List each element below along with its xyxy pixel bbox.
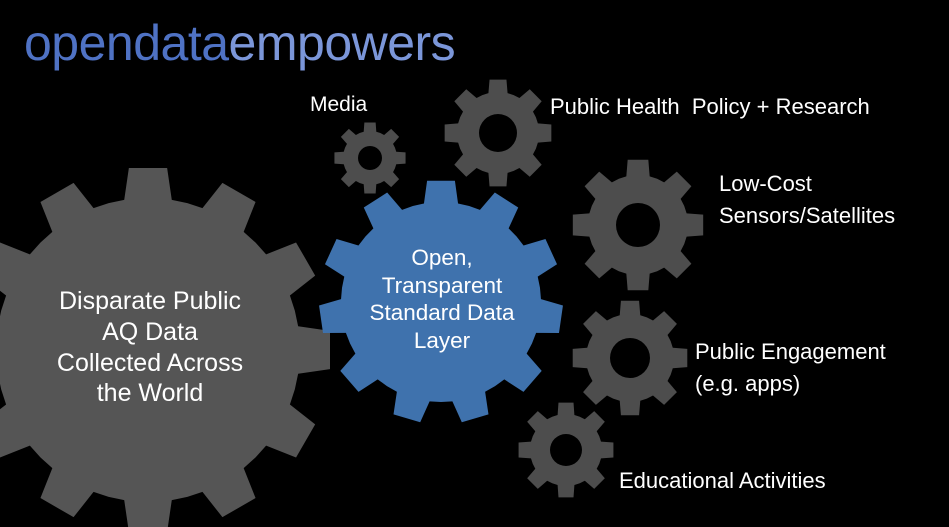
- gear-educational-icon: [518, 402, 614, 498]
- gear-health-icon: [444, 79, 552, 187]
- page-title: opendataempowers: [24, 15, 456, 71]
- media-label: Media: [310, 93, 368, 116]
- source-line-2: AQ Data: [102, 317, 198, 346]
- engagement-line-1: Public Engagement: [695, 339, 886, 364]
- gear-media-icon: [334, 122, 406, 194]
- center-line-3: Standard Data: [369, 300, 515, 326]
- gear-low-cost-icon: [572, 159, 704, 291]
- center-line-4: Layer: [413, 328, 471, 354]
- source-line-4: the World: [96, 379, 204, 408]
- public-health-label: Public Health Policy + Research: [550, 94, 870, 119]
- center-line-2: Transparent: [381, 272, 503, 298]
- source-line-1: Disparate Public: [58, 287, 242, 315]
- low-cost-line-1: Low-Cost: [719, 171, 812, 196]
- title-part-opendata: opendata: [24, 15, 229, 71]
- public-engagement-label: Public Engagement (e.g. apps): [695, 336, 886, 400]
- title-part-empowers: empowers: [228, 15, 456, 71]
- gear-engagement-icon: [572, 300, 688, 416]
- source-line-3: Collected Across: [56, 348, 244, 377]
- gear-source-icon: [0, 168, 330, 527]
- educational-label: Educational Activities: [619, 468, 826, 493]
- center-line-1: Open,: [411, 245, 473, 270]
- low-cost-label: Low-Cost Sensors/Satellites: [719, 168, 895, 232]
- center-gear-label: Open, Transparent Standard Data Layer: [342, 244, 542, 355]
- low-cost-line-2: Sensors/Satellites: [719, 202, 896, 228]
- source-gear-label: Disparate Public AQ Data Collected Acros…: [20, 286, 280, 409]
- engagement-line-2: (e.g. apps): [695, 370, 801, 396]
- gear-center-icon: [319, 180, 563, 423]
